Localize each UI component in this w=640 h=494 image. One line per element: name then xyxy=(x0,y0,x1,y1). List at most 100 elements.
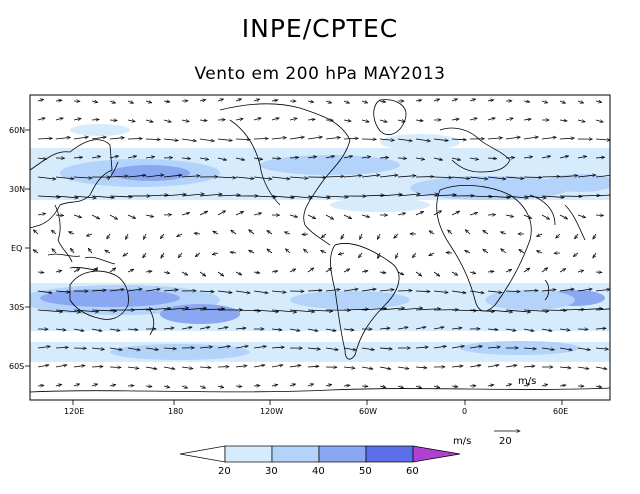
wind-vector xyxy=(37,158,47,159)
wind-vector xyxy=(505,137,520,140)
wind-vector xyxy=(559,156,569,158)
wind-vector xyxy=(37,99,44,101)
wind-vector xyxy=(379,101,386,102)
wind-vector xyxy=(595,120,603,122)
wind-vector xyxy=(163,348,176,349)
wind-vector xyxy=(145,308,171,311)
wind-vector xyxy=(559,214,568,220)
lon-tick-180: 180 xyxy=(168,407,183,416)
wind-vector xyxy=(469,365,481,367)
wind-vector xyxy=(577,214,586,218)
wind-vector xyxy=(559,385,566,386)
wind-vector xyxy=(181,158,191,159)
wind-vector xyxy=(321,249,327,253)
lat-tick-30n: 30N xyxy=(9,185,25,194)
wind-vector xyxy=(469,99,476,101)
wind-vector xyxy=(379,194,402,197)
wind-vector xyxy=(395,252,398,258)
wind-vector xyxy=(415,327,426,330)
wind-vector xyxy=(91,310,117,311)
wind-vector xyxy=(361,101,368,103)
wind-vector xyxy=(523,310,549,311)
wind-vector xyxy=(267,231,273,235)
wind-vector xyxy=(145,175,164,178)
wind-vector xyxy=(307,384,314,386)
wind-vector xyxy=(109,176,128,177)
wind-vector xyxy=(285,249,291,254)
lat-tick-60s: 60S xyxy=(9,362,24,371)
wind-vector xyxy=(556,233,561,238)
wind-vector xyxy=(361,348,374,350)
wind-vector xyxy=(235,210,244,216)
wind-vector xyxy=(321,233,327,238)
wind-vector xyxy=(253,158,263,159)
wind-vector xyxy=(181,308,207,311)
wind-vector xyxy=(127,156,137,158)
wind-vector xyxy=(577,270,584,272)
wind-vector xyxy=(343,347,356,350)
wind-vector xyxy=(199,271,206,276)
wind-vector xyxy=(541,329,552,331)
wind-vector xyxy=(163,290,178,291)
wind-vector xyxy=(217,195,240,196)
wind-vector xyxy=(343,289,358,292)
wind-vector xyxy=(523,157,533,158)
wind-vector xyxy=(325,268,332,273)
wind-vector xyxy=(341,233,345,239)
wind-vector xyxy=(361,271,368,272)
wind-vector xyxy=(217,327,228,329)
page-title: INPE/CPTEC xyxy=(241,14,399,43)
wind-vector xyxy=(199,327,210,330)
wind-vector xyxy=(541,268,548,273)
wind-vector xyxy=(249,230,255,235)
wind-vector xyxy=(253,365,265,367)
wind-vector xyxy=(523,101,530,102)
wind-vector xyxy=(91,156,101,158)
wind-vector xyxy=(289,329,300,331)
wind-vector xyxy=(559,289,574,292)
wind-vector xyxy=(379,366,391,369)
wind-vector xyxy=(217,291,232,293)
wind-vector xyxy=(231,230,237,235)
wind-vector xyxy=(253,176,272,179)
wind-vector xyxy=(51,230,57,235)
wind-vector xyxy=(73,365,85,367)
wind-vector xyxy=(163,101,170,102)
wind-vector xyxy=(181,176,200,177)
wind-vector xyxy=(397,213,406,215)
wind-vector xyxy=(415,386,422,388)
wind-vector xyxy=(541,384,548,386)
wind-vector xyxy=(595,289,610,291)
lat-ticks: 60N 30N EQ 30S 60S xyxy=(9,126,30,371)
wind-vector xyxy=(523,366,535,367)
wind-vector xyxy=(163,120,171,122)
wind-vector xyxy=(523,329,534,331)
wind-vector xyxy=(469,346,482,348)
wind-vector xyxy=(307,214,316,220)
wind-vector xyxy=(37,213,46,215)
wind-vector xyxy=(271,291,286,292)
wind-vector xyxy=(181,367,193,369)
wind-vector xyxy=(37,176,56,179)
wind-vector xyxy=(505,268,512,272)
wind-vector xyxy=(595,366,607,369)
wind-vector xyxy=(376,233,380,239)
wind-vector xyxy=(145,101,152,103)
wind-vector xyxy=(55,100,62,101)
wind-vector xyxy=(289,157,299,158)
wind-vector xyxy=(267,249,273,254)
wind-vector xyxy=(573,252,579,257)
wind-vector xyxy=(199,138,214,141)
wind-vector xyxy=(505,118,513,120)
wind-vector xyxy=(412,252,417,258)
wind-vector xyxy=(253,385,260,386)
wind-vector xyxy=(127,175,146,178)
wind-vector xyxy=(199,291,214,292)
wind-vector xyxy=(55,118,63,120)
wind-vector xyxy=(284,232,291,234)
wind-vector xyxy=(483,230,489,235)
wind-vector xyxy=(271,118,279,120)
wind-vector xyxy=(325,101,332,103)
wind-vector xyxy=(343,367,355,368)
wind-vector xyxy=(361,367,373,369)
